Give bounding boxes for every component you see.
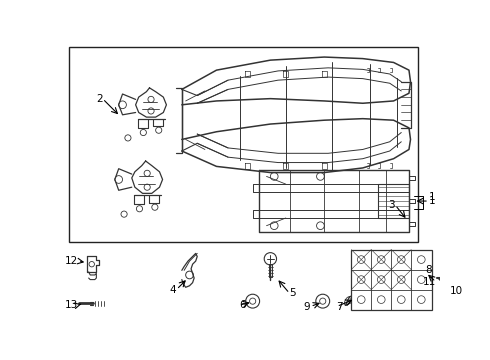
Text: 8: 8 [425, 265, 432, 275]
Text: 6: 6 [240, 300, 246, 310]
Text: 1: 1 [429, 196, 436, 206]
Bar [351, 249, 432, 310]
Bar [69, 47, 418, 242]
Text: 3: 3 [389, 200, 395, 210]
Text: 4: 4 [170, 285, 176, 294]
Text: 10: 10 [450, 286, 463, 296]
Text: 7: 7 [337, 302, 343, 311]
Text: 11: 11 [423, 277, 436, 287]
Text: 1: 1 [429, 192, 436, 202]
Text: 5: 5 [290, 288, 296, 298]
Text: 13: 13 [65, 300, 78, 310]
Text: 9: 9 [304, 302, 311, 311]
Text: 2: 2 [96, 94, 102, 104]
Text: 12: 12 [65, 256, 78, 266]
